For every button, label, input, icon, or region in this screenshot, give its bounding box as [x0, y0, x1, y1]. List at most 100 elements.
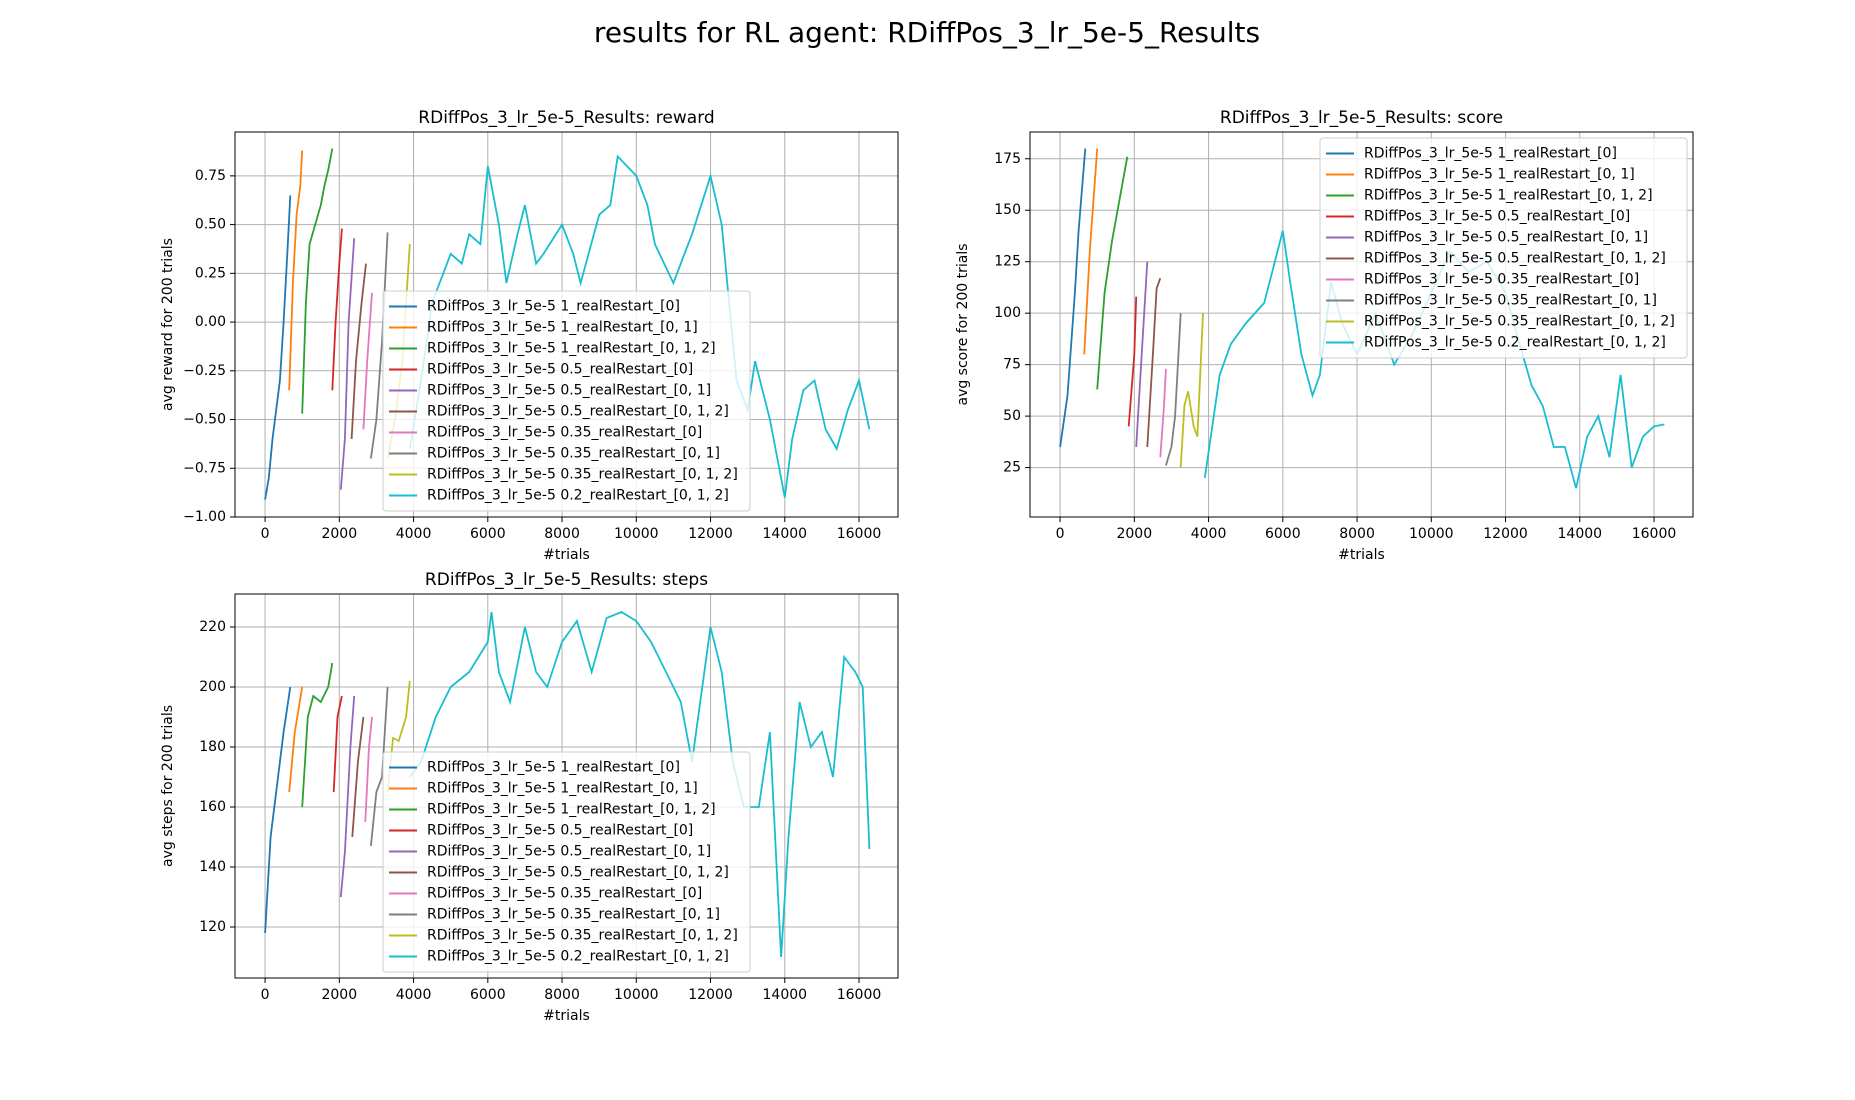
- x-tick-label: 8000: [1339, 526, 1375, 542]
- x-tick-label: 14000: [1558, 526, 1603, 542]
- legend-label: RDiffPos_3_lr_5e-5 0.5_realRestart_[0, 1…: [427, 383, 711, 399]
- legend-label: RDiffPos_3_lr_5e-5 0.35_realRestart_[0]: [427, 886, 702, 902]
- legend-box: [382, 290, 751, 512]
- y-tick-label: 120: [199, 919, 226, 935]
- legend-label: RDiffPos_3_lr_5e-5 1_realRestart_[0]: [1364, 146, 1617, 162]
- x-tick-label: 8000: [544, 987, 580, 1003]
- y-tick-label: −1.00: [183, 509, 226, 525]
- y-tick-label: 100: [994, 305, 1021, 321]
- legend-label: RDiffPos_3_lr_5e-5 0.2_realRestart_[0, 1…: [427, 488, 729, 504]
- axes-frame: [234, 593, 899, 979]
- legend-label: RDiffPos_3_lr_5e-5 0.5_realRestart_[0]: [427, 362, 693, 378]
- legend-label: RDiffPos_3_lr_5e-5 0.2_realRestart_[0, 1…: [427, 949, 729, 965]
- x-tick-label: 14000: [763, 987, 808, 1003]
- legend-box: [1319, 137, 1688, 359]
- x-tick-label: 4000: [396, 987, 432, 1003]
- series-line: [370, 232, 389, 459]
- x-tick-label: 0: [1056, 526, 1065, 542]
- y-tick-label: −0.75: [183, 460, 226, 476]
- x-tick-label: 16000: [837, 987, 882, 1003]
- legend-label: RDiffPos_3_lr_5e-5 1_realRestart_[0, 1, …: [427, 802, 716, 818]
- x-tick-label: 4000: [396, 526, 432, 542]
- series-line: [264, 195, 292, 500]
- legend-label: RDiffPos_3_lr_5e-5 0.5_realRestart_[0, 1…: [427, 844, 711, 860]
- y-tick-label: 0.75: [195, 168, 226, 184]
- legend-label: RDiffPos_3_lr_5e-5 0.35_realRestart_[0, …: [427, 446, 720, 462]
- x-axis-label: #trials: [543, 547, 590, 563]
- y-axis-label: avg steps for 200 trials: [160, 705, 176, 867]
- series-line: [350, 263, 367, 440]
- x-tick-label: 8000: [544, 526, 580, 542]
- y-tick-label: 0.50: [195, 217, 226, 233]
- y-tick-label: 200: [199, 679, 226, 695]
- legend-label: RDiffPos_3_lr_5e-5 0.5_realRestart_[0, 1…: [427, 865, 729, 881]
- legend-label: RDiffPos_3_lr_5e-5 0.5_realRestart_[0]: [1364, 209, 1630, 225]
- series-line: [1127, 296, 1138, 427]
- x-tick-label: 6000: [470, 526, 506, 542]
- series-line: [1083, 148, 1099, 355]
- legend-label: RDiffPos_3_lr_5e-5 0.2_realRestart_[0, 1…: [1364, 335, 1666, 351]
- series-line: [339, 695, 356, 898]
- series-line: [362, 292, 373, 430]
- series-line: [351, 716, 365, 838]
- x-tick-label: 12000: [688, 526, 733, 542]
- axes-title: RDiffPos_3_lr_5e-5_Results: score: [1220, 108, 1503, 128]
- series-line: [331, 228, 343, 391]
- x-tick-label: 10000: [614, 987, 659, 1003]
- x-tick-label: 16000: [1632, 526, 1677, 542]
- y-tick-label: 140: [199, 859, 226, 875]
- x-tick-label: 6000: [1265, 526, 1301, 542]
- y-tick-label: 25: [1003, 460, 1021, 476]
- y-tick-label: 160: [199, 799, 226, 815]
- series-line: [1179, 313, 1204, 468]
- y-tick-label: 50: [1003, 408, 1021, 424]
- series-line: [370, 686, 389, 847]
- legend-label: RDiffPos_3_lr_5e-5 0.35_realRestart_[0, …: [427, 907, 720, 923]
- x-tick-label: 6000: [470, 987, 506, 1003]
- series-line: [301, 662, 334, 808]
- series-line: [1165, 313, 1182, 466]
- x-tick-label: 16000: [837, 526, 882, 542]
- legend-label: RDiffPos_3_lr_5e-5 0.5_realRestart_[0, 1…: [427, 404, 729, 420]
- x-tick-label: 0: [261, 526, 270, 542]
- series-line: [1096, 156, 1129, 390]
- legend-label: RDiffPos_3_lr_5e-5 1_realRestart_[0, 1]: [427, 320, 698, 336]
- y-tick-label: −0.25: [183, 363, 226, 379]
- x-axis-label: #trials: [1338, 547, 1385, 563]
- y-tick-label: 75: [1003, 357, 1021, 373]
- x-axis-label: #trials: [543, 1008, 590, 1024]
- y-axis-label: avg reward for 200 trials: [160, 238, 176, 411]
- x-tick-label: 2000: [1116, 526, 1152, 542]
- x-tick-label: 4000: [1191, 526, 1227, 542]
- legend-label: RDiffPos_3_lr_5e-5 1_realRestart_[0]: [427, 299, 680, 315]
- axes-frame: [1029, 131, 1694, 518]
- legend-label: RDiffPos_3_lr_5e-5 0.5_realRestart_[0, 1…: [1364, 251, 1666, 267]
- y-tick-label: 0.00: [195, 314, 226, 330]
- series-line: [408, 154, 871, 498]
- y-tick-label: 150: [994, 202, 1021, 218]
- y-tick-label: 0.25: [195, 265, 226, 281]
- series-line: [1146, 277, 1162, 448]
- legend-label: RDiffPos_3_lr_5e-5 0.5_realRestart_[0]: [427, 823, 693, 839]
- x-tick-label: 2000: [321, 526, 357, 542]
- series-line: [364, 716, 373, 823]
- legend-label: RDiffPos_3_lr_5e-5 0.35_realRestart_[0, …: [1364, 293, 1657, 309]
- legend-label: RDiffPos_3_lr_5e-5 1_realRestart_[0]: [427, 760, 680, 776]
- figure-title: results for RL agent: RDiffPos_3_lr_5e-5…: [594, 16, 1260, 49]
- axes-title: RDiffPos_3_lr_5e-5_Results: reward: [418, 108, 714, 128]
- x-tick-label: 2000: [321, 987, 357, 1003]
- x-tick-label: 14000: [763, 526, 808, 542]
- legend-box: [382, 751, 751, 973]
- y-tick-label: 220: [199, 619, 226, 635]
- series-line: [301, 148, 334, 414]
- legend-label: RDiffPos_3_lr_5e-5 0.5_realRestart_[0, 1…: [1364, 230, 1648, 246]
- series-line: [1059, 148, 1087, 448]
- legend-label: RDiffPos_3_lr_5e-5 0.35_realRestart_[0]: [427, 425, 702, 441]
- legend-label: RDiffPos_3_lr_5e-5 0.35_realRestart_[0, …: [427, 467, 738, 483]
- y-tick-label: −0.50: [183, 412, 226, 428]
- legend-label: RDiffPos_3_lr_5e-5 0.35_realRestart_[0, …: [427, 928, 738, 944]
- series-line: [1159, 368, 1167, 458]
- legend-label: RDiffPos_3_lr_5e-5 0.35_realRestart_[0, …: [1364, 314, 1675, 330]
- series-line: [1135, 261, 1149, 448]
